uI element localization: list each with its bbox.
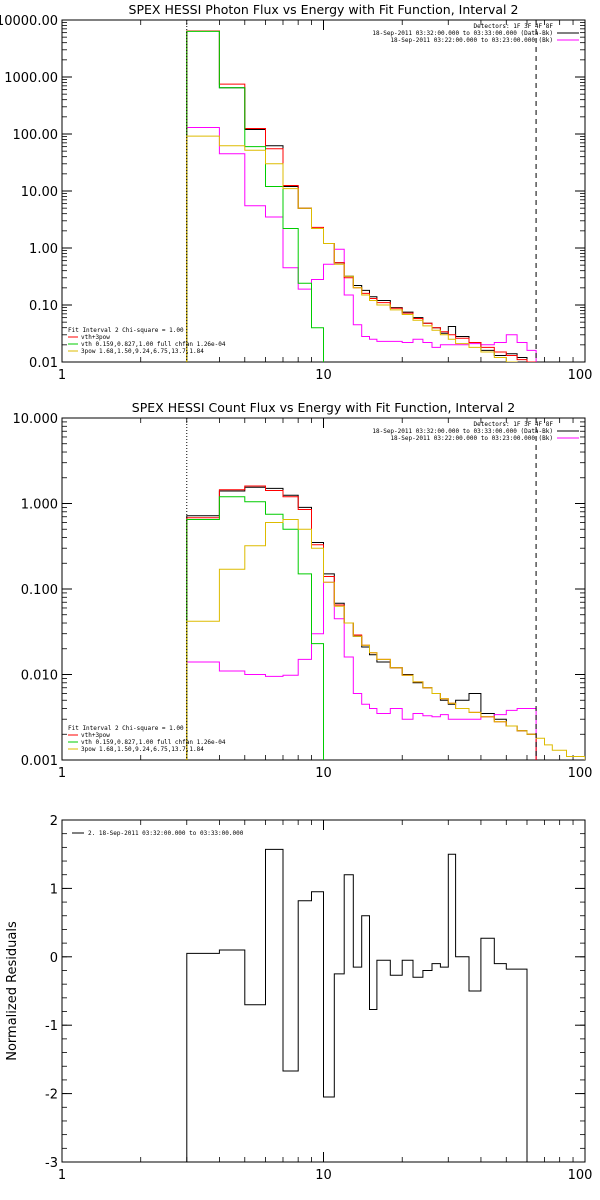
y-tick-label: 1.00 (29, 242, 58, 257)
y-tick-label: -2 (45, 1088, 58, 1103)
x-tick-label: 10 (315, 1168, 332, 1183)
legend-fit-item: 3pow 1.68,1.50,9.24,6.75,13.7,1.84 (81, 746, 204, 753)
series-line-1 (186, 848, 537, 1162)
legend-top-right-item: 18-Sep-2011 03:32:00.000 to 03:33:00.000… (372, 428, 553, 435)
legend-top-right-item: 18-Sep-2011 03:22:00.000 to 03:23:00.000… (390, 37, 553, 44)
y-axis-label: Normalized Residuals (5, 921, 20, 1061)
series-line-1 (186, 30, 537, 362)
legend-fit-header: Fit Interval 2 Chi-square = 1.00 (68, 327, 184, 334)
y-tick-label: 10000.00 (0, 14, 58, 29)
y-tick-label: 100.00 (13, 128, 59, 143)
chart-title: SPEX HESSI Photon Flux vs Energy with Fi… (129, 2, 519, 17)
series-line-5 (186, 135, 537, 362)
x-tick-label: 100 (568, 368, 593, 383)
series-line-2 (186, 127, 537, 362)
y-tick-label: -1 (45, 1019, 58, 1034)
x-tick-label: 100 (568, 766, 593, 781)
x-tick-label: 1 (58, 1168, 66, 1183)
legend-fit-item: vth+3pow (81, 334, 110, 341)
legend-fit-header: Fit Interval 2 Chi-square = 1.00 (68, 725, 184, 732)
plot-area (186, 418, 585, 760)
chart-panel-3: 1 10 100 -3 -2 -1 0 1 2 Normalized Residuals 2. 18… (5, 814, 592, 1183)
series-line-5 (186, 519, 585, 760)
legend-fit-item: vth 0.159,0.827,1.00 full chfan 1.26e-04 (81, 739, 226, 746)
plot-area (186, 848, 537, 1162)
y-tick-label: 1000.00 (4, 71, 58, 86)
y-tick-label: 1 (50, 882, 58, 897)
x-tick-label: 10 (315, 368, 332, 383)
y-tick-label: 10.000 (13, 412, 59, 427)
y-tick-label: 2 (50, 814, 58, 829)
chart-panel-1: SPEX HESSI Photon Flux vs Energy with Fi… (0, 2, 592, 383)
y-tick-label: 0.10 (29, 299, 58, 314)
series-line-3 (186, 30, 537, 362)
y-tick-label: 0.001 (21, 754, 58, 769)
y-tick-label: 1.000 (21, 498, 58, 513)
x-tick-label: 1 (58, 368, 66, 383)
y-tick-label: 0.010 (21, 669, 58, 684)
x-tick-label: 10 (315, 766, 332, 781)
chart-title: SPEX HESSI Count Flux vs Energy with Fit… (132, 400, 515, 415)
series-line-2 (186, 581, 537, 760)
legend-fit-item: vth+3pow (81, 732, 110, 739)
series-line-1 (186, 486, 537, 760)
y-tick-label: 10.00 (21, 185, 58, 200)
series-line-3 (186, 485, 537, 760)
x-tick-label: 1 (58, 766, 66, 781)
y-tick-label: 0 (50, 951, 58, 966)
plot-area (186, 20, 537, 362)
plot-frame (61, 19, 586, 363)
x-tick-label: 100 (568, 1168, 593, 1183)
legend-top-left-item: 2. 18-Sep-2011 03:32:00.000 to 03:33:00.… (88, 830, 244, 837)
legend-fit-item: 3pow 1.68,1.50,9.24,6.75,13.7,1.84 (81, 348, 204, 355)
series-line-4 (186, 496, 324, 760)
series-line-4 (186, 30, 335, 362)
legend-top-right-item: 18-Sep-2011 03:32:00.000 to 03:33:00.000… (372, 30, 553, 37)
y-tick-label: 0.100 (21, 583, 58, 598)
chart-panel-2: SPEX HESSI Count Flux vs Energy with Fit… (13, 400, 593, 781)
legend-top-right-item: Detectors: 1F 3F 4F 8F (474, 23, 554, 30)
legend-fit-item: vth 0.159,0.827,1.00 full chfan 1.26e-04 (81, 341, 226, 348)
y-tick-label: 0.01 (29, 356, 58, 371)
y-tick-label: -3 (45, 1156, 58, 1171)
legend-top-right-item: Detectors: 1F 3F 4F 8F (474, 421, 554, 428)
legend-top-right-item: 18-Sep-2011 03:22:00.000 to 03:23:00.000… (390, 435, 553, 442)
